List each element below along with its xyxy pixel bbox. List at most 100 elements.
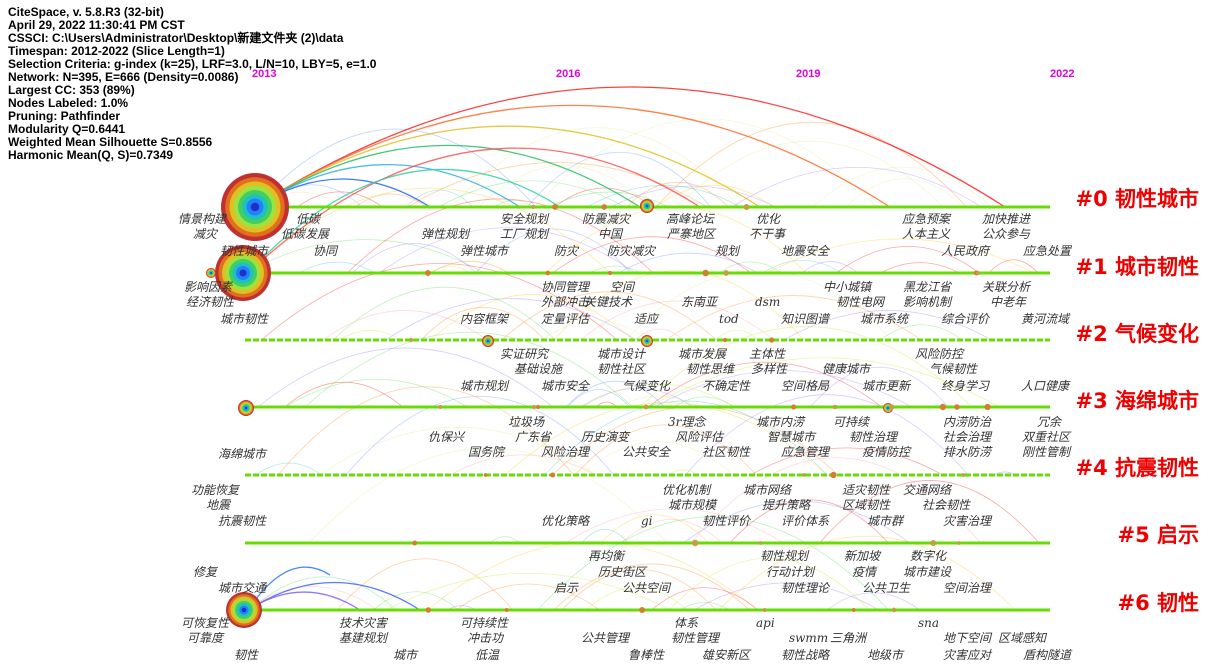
keyword-label[interactable]: 城市安全 [541, 379, 590, 393]
keyword-label[interactable]: 空间格局 [781, 379, 830, 393]
keyword-label[interactable]: 3r理念 [668, 415, 706, 429]
keyword-label[interactable]: 关联分析 [982, 280, 1031, 294]
keyword-label[interactable]: 优化机制 [662, 483, 711, 497]
keyword-label[interactable]: 公共空间 [622, 581, 671, 595]
keyword-label[interactable]: 国务院 [468, 445, 505, 459]
keyword-label[interactable]: 体系 [674, 616, 699, 630]
keyword-label[interactable]: 数字化 [910, 549, 947, 563]
keyword-label[interactable]: 修复 [193, 565, 218, 579]
keyword-label[interactable]: 可持续性 [460, 616, 509, 630]
keyword-label[interactable]: 韧性电网 [836, 295, 885, 309]
keyword-label[interactable]: 城市内涝 [756, 415, 805, 429]
keyword-label[interactable]: 东南亚 [681, 295, 718, 309]
keyword-label[interactable]: 行动计划 [766, 565, 815, 579]
keyword-label[interactable]: 气候韧性 [929, 362, 978, 376]
keyword-label[interactable]: 优化 [756, 212, 781, 226]
keyword-label[interactable]: 韧性理论 [781, 581, 830, 595]
keyword-label[interactable]: 安全规划 [500, 212, 549, 226]
keyword-label[interactable]: sna [918, 616, 940, 630]
keyword-label[interactable]: 地级市 [867, 648, 904, 662]
keyword-label[interactable]: 灾害应对 [943, 648, 992, 662]
keyword-label[interactable]: 历史演变 [581, 430, 630, 444]
keyword-label[interactable]: 再均衡 [588, 549, 625, 563]
keyword-label[interactable]: 启示 [554, 581, 579, 595]
keyword-label[interactable]: 中小城镇 [823, 280, 872, 294]
keyword-label[interactable]: tod [719, 312, 739, 326]
keyword-label[interactable]: 提升策略 [762, 498, 811, 512]
keyword-label[interactable]: 协同管理 [541, 280, 590, 294]
keyword-label[interactable]: 韧性治理 [849, 430, 898, 444]
keyword-label[interactable]: 适灾韧性 [842, 483, 891, 497]
keyword-label[interactable]: 新加坡 [844, 549, 881, 563]
keyword-label[interactable]: 防灾 [554, 244, 579, 258]
keyword-label[interactable]: 终身学习 [941, 379, 990, 393]
keyword-label[interactable]: 协同 [313, 244, 338, 258]
keyword-label[interactable]: 气候变化 [622, 379, 671, 393]
keyword-label[interactable]: 海绵城市 [218, 447, 267, 461]
keyword-label[interactable]: 多样性 [751, 362, 788, 376]
keyword-label[interactable]: 黄河流域 [1021, 312, 1070, 326]
keyword-label[interactable]: 实证研究 [500, 347, 549, 361]
keyword-label[interactable]: api [756, 616, 775, 630]
keyword-label[interactable]: 低温 [475, 648, 500, 662]
keyword-label[interactable]: 弹性城市 [460, 244, 509, 258]
keyword-label[interactable]: 关键技术 [584, 295, 633, 309]
keyword-label[interactable]: 应急处置 [1023, 244, 1072, 258]
keyword-label[interactable]: 城市韧性 [220, 312, 269, 326]
keyword-label[interactable]: 韧性战略 [781, 648, 830, 662]
keyword-label[interactable]: 弹性规划 [421, 227, 470, 241]
keyword-label[interactable]: 盾构隧道 [1023, 648, 1072, 662]
keyword-label[interactable]: 抗震韧性 [218, 514, 267, 528]
keyword-label[interactable]: 城市 [393, 648, 418, 662]
keyword-label[interactable]: 可恢复性 [181, 616, 230, 630]
keyword-label[interactable]: 空间 [610, 280, 635, 294]
cluster-label-3[interactable]: #3 海绵城市 [1075, 389, 1199, 413]
keyword-label[interactable]: 城市系统 [860, 312, 909, 326]
keyword-label[interactable]: 历史街区 [598, 565, 647, 579]
keyword-label[interactable]: 低碳 [296, 212, 321, 226]
keyword-label[interactable]: 风险评估 [675, 430, 724, 444]
keyword-label[interactable]: 应急管理 [781, 445, 830, 459]
keyword-label[interactable]: 低碳发展 [281, 227, 330, 241]
keyword-label[interactable]: 广东省 [515, 430, 552, 444]
cluster-label-4[interactable]: #4 抗震韧性 [1075, 456, 1199, 480]
keyword-label[interactable]: 公共管理 [581, 631, 630, 645]
keyword-label[interactable]: 综合评价 [941, 312, 990, 326]
keyword-label[interactable]: 影响机制 [903, 295, 952, 309]
keyword-label[interactable]: 经济韧性 [186, 295, 235, 309]
keyword-label[interactable]: 区域感知 [998, 631, 1047, 645]
keyword-label[interactable]: 排水防涝 [943, 445, 992, 459]
keyword-label[interactable]: 健康城市 [822, 362, 871, 376]
keyword-label[interactable]: 定量评估 [541, 312, 590, 326]
keyword-label[interactable]: 应急预案 [902, 212, 951, 226]
keyword-label[interactable]: 韧性思维 [686, 362, 735, 376]
keyword-label[interactable]: 人民政府 [941, 244, 990, 258]
keyword-label[interactable]: 防灾减灾 [607, 244, 656, 258]
keyword-label[interactable]: 城市群 [867, 514, 904, 528]
keyword-label[interactable]: 雄安新区 [702, 648, 751, 662]
keyword-label[interactable]: 区域韧性 [842, 498, 891, 512]
cluster-label-5[interactable]: #5 启示 [1117, 523, 1199, 547]
keyword-label[interactable]: 减灾 [193, 227, 218, 241]
keyword-label[interactable]: 内涝防治 [943, 415, 992, 429]
keyword-label[interactable]: 双重社区 [1022, 430, 1071, 444]
keyword-label[interactable]: 不干事 [749, 227, 786, 241]
keyword-label[interactable]: 防震减灾 [582, 212, 631, 226]
keyword-label[interactable]: 中老年 [990, 295, 1027, 309]
keyword-label[interactable]: 主体性 [749, 347, 786, 361]
keyword-label[interactable]: 内容框架 [460, 312, 509, 326]
keyword-label[interactable]: 仇保兴 [428, 430, 465, 444]
keyword-label[interactable]: 地震安全 [781, 244, 830, 258]
keyword-label[interactable]: gi [641, 514, 653, 528]
keyword-label[interactable]: 中国 [598, 227, 623, 241]
keyword-label[interactable]: 人本主义 [902, 227, 951, 241]
keyword-label[interactable]: 地震 [206, 498, 231, 512]
keyword-label[interactable]: 可靠度 [187, 631, 224, 645]
cluster-label-6[interactable]: #6 韧性 [1117, 591, 1199, 615]
keyword-label[interactable]: 评价体系 [781, 514, 830, 528]
keyword-label[interactable]: 城市建设 [903, 565, 952, 579]
keyword-label[interactable]: 社会治理 [943, 430, 992, 444]
keyword-label[interactable]: 不确定性 [702, 379, 751, 393]
keyword-label[interactable]: 影响因素 [184, 280, 233, 294]
keyword-label[interactable]: 智慧城市 [767, 430, 816, 444]
